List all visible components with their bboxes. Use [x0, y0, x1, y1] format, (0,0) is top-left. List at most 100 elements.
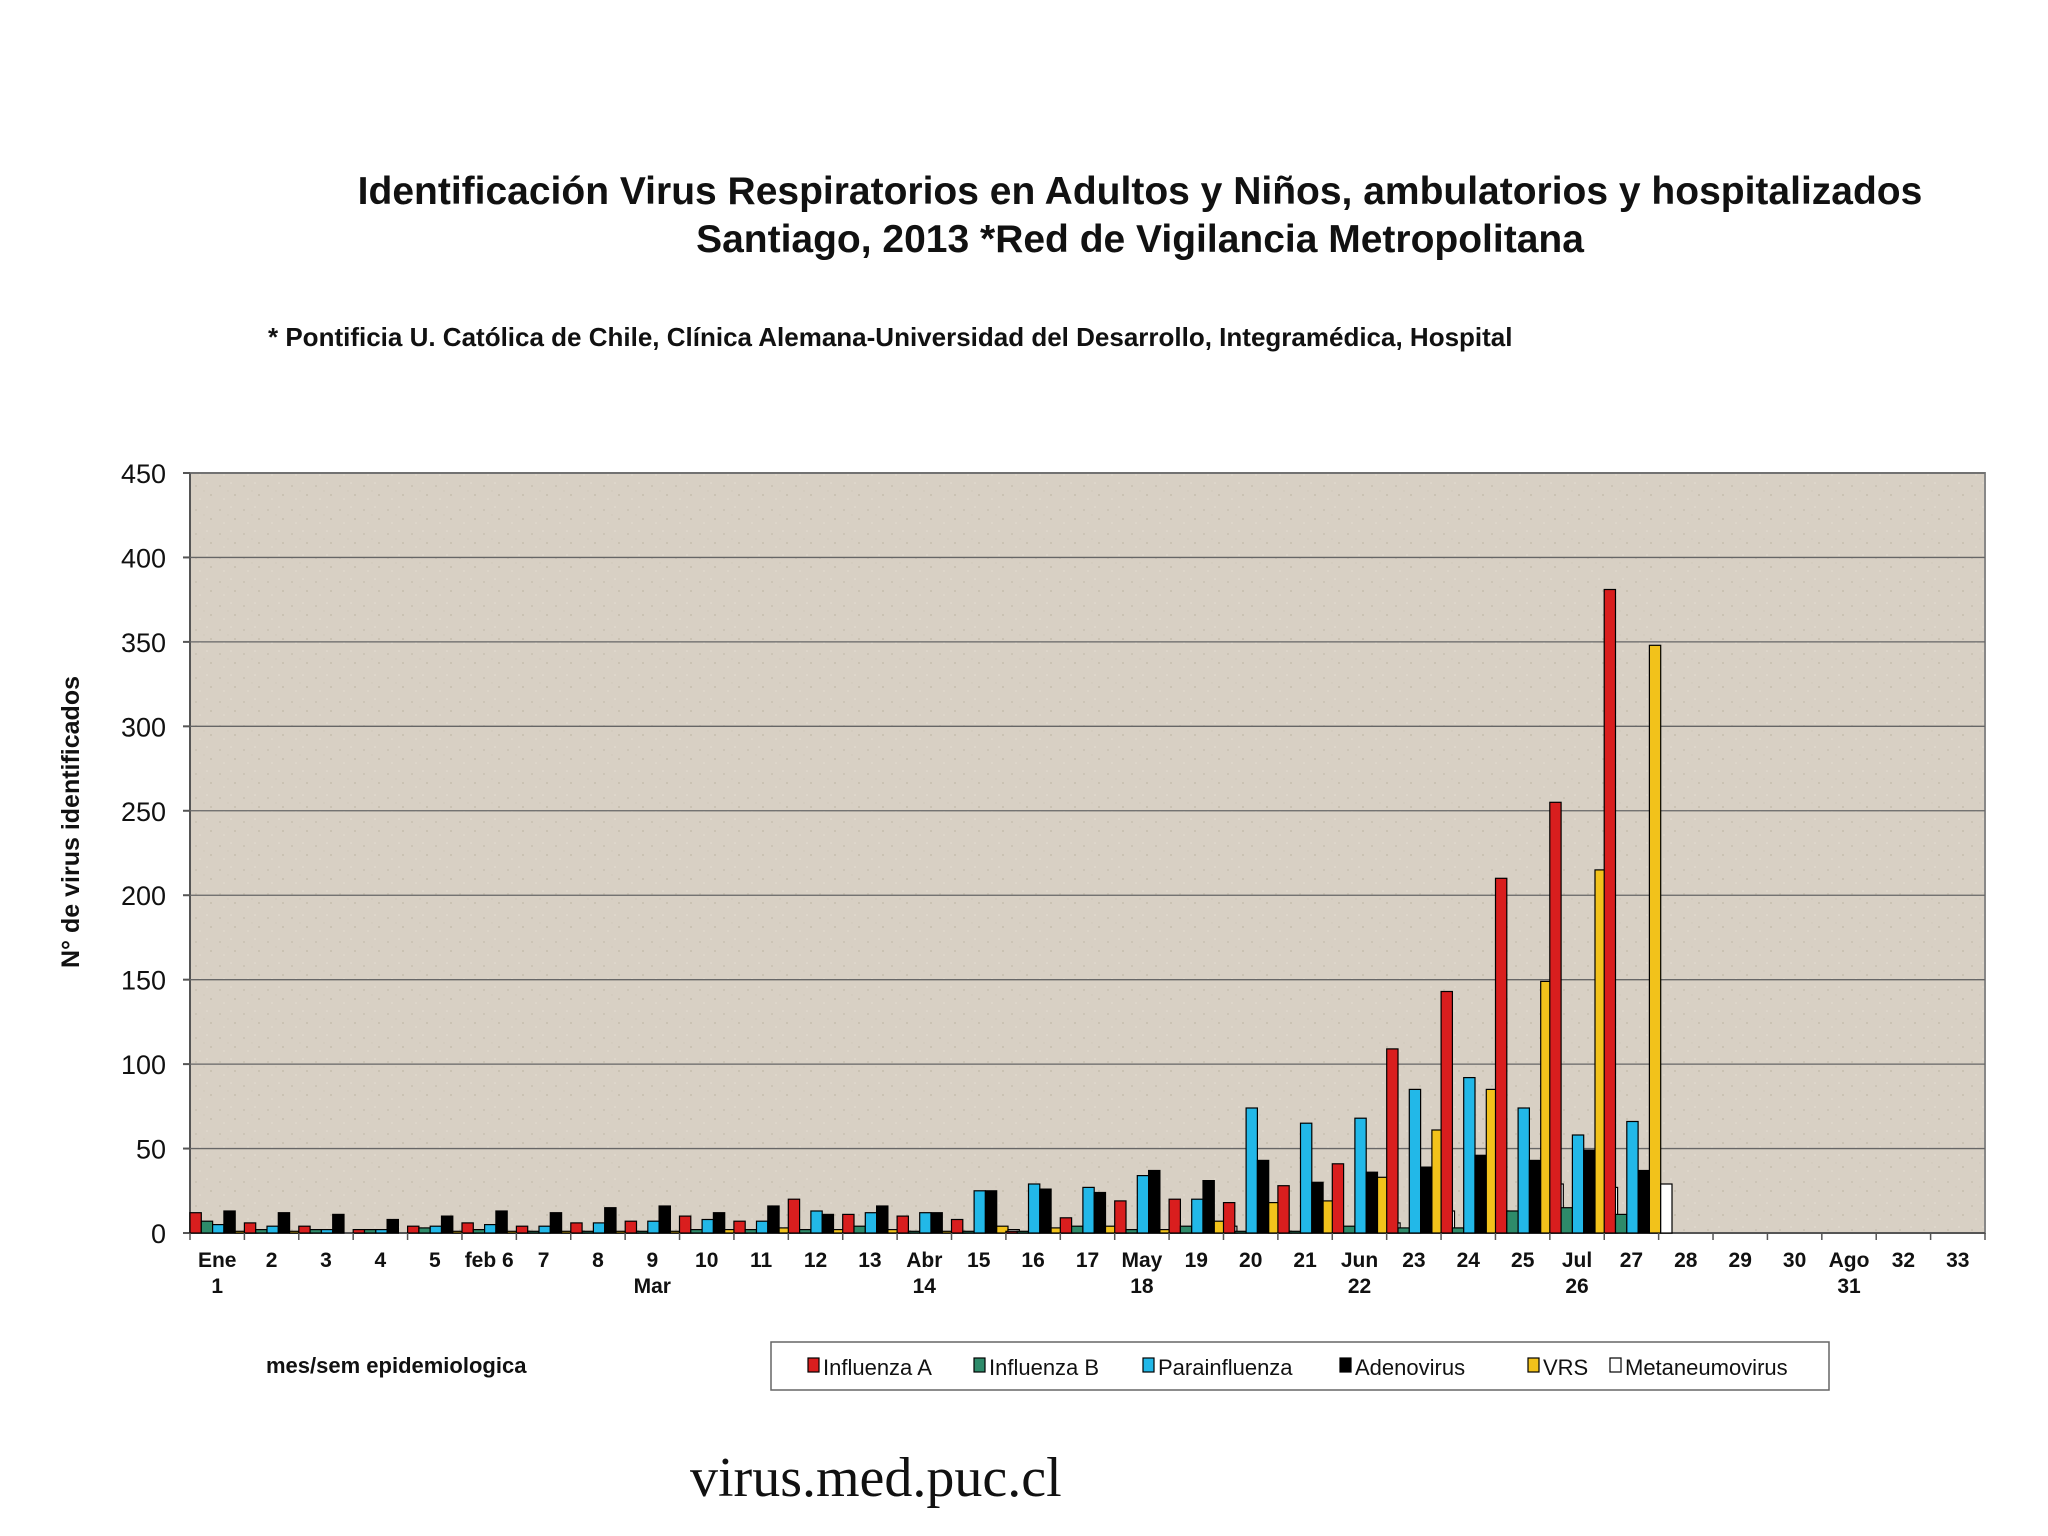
- bar-adenovirus: [604, 1207, 617, 1234]
- x-tick-label: 33: [1946, 1249, 1969, 1272]
- x-tick-label: 12: [804, 1249, 827, 1272]
- x-tick-label: 14: [913, 1275, 937, 1298]
- bar-influenza-a: [1114, 1200, 1127, 1234]
- bar-influenza-a: [1386, 1048, 1399, 1234]
- bar-parainfluenza: [864, 1212, 878, 1234]
- x-tick-label: 5: [429, 1249, 441, 1272]
- x-tick-label: 20: [1239, 1249, 1262, 1272]
- bar-metaneumovirus: [1660, 1183, 1673, 1234]
- bar-adenovirus: [332, 1213, 345, 1234]
- bar-adenovirus: [1256, 1159, 1270, 1234]
- x-tick-label: 11: [750, 1249, 773, 1272]
- bar-adenovirus: [930, 1212, 943, 1234]
- bar-parainfluenza: [919, 1212, 932, 1234]
- bar-influenza-a: [352, 1228, 366, 1234]
- bar-influenza-b: [1560, 1207, 1573, 1234]
- x-tick-label: 28: [1674, 1249, 1698, 1272]
- x-tick-label: 4: [375, 1249, 387, 1272]
- bar-parainfluenza: [592, 1222, 606, 1234]
- bar-parainfluenza: [647, 1220, 660, 1234]
- legend-swatch-metaneumovirus: [1609, 1357, 1622, 1373]
- bar-adenovirus: [277, 1212, 291, 1234]
- bar-parainfluenza: [212, 1223, 225, 1234]
- bar-parainfluenza: [755, 1220, 769, 1234]
- x-tick-label: May: [1121, 1249, 1162, 1272]
- legend-label: Metaneumovirus: [1625, 1355, 1788, 1380]
- bar-adenovirus: [223, 1210, 236, 1234]
- bar-parainfluenza: [1517, 1107, 1530, 1234]
- bar-influenza-a: [1549, 801, 1562, 1234]
- chart-subtitle: * Pontificia U. Católica de Chile, Clíni…: [268, 322, 1513, 352]
- bar-adenovirus: [1637, 1169, 1650, 1234]
- bar-influenza-a: [298, 1225, 311, 1234]
- y-tick-label: 400: [121, 543, 166, 573]
- x-tick-label: 18: [1130, 1275, 1154, 1298]
- bar-adenovirus: [767, 1205, 780, 1234]
- bar-influenza-b: [472, 1228, 486, 1234]
- bar-parainfluenza: [266, 1225, 279, 1234]
- y-tick-label: 250: [121, 797, 166, 827]
- bar-adenovirus: [1583, 1149, 1596, 1234]
- bar-influenza-b: [527, 1230, 540, 1234]
- bar-parainfluenza: [1027, 1183, 1041, 1234]
- x-tick-label: 24: [1457, 1249, 1481, 1272]
- bar-influenza-b: [1451, 1227, 1465, 1234]
- bar-influenza-a: [1440, 990, 1453, 1234]
- bar-influenza-a: [461, 1222, 474, 1234]
- bar-adenovirus: [821, 1213, 835, 1234]
- bar-influenza-b: [798, 1228, 812, 1234]
- x-tick-label: 27: [1620, 1249, 1643, 1272]
- bar-influenza-b: [581, 1230, 594, 1234]
- bar-parainfluenza: [484, 1223, 497, 1234]
- x-tick-label: Jul: [1562, 1249, 1592, 1272]
- bar-influenza-b: [1506, 1210, 1519, 1234]
- bar-influenza-b: [1070, 1225, 1084, 1234]
- bar-influenza-a: [1331, 1163, 1345, 1234]
- bar-adenovirus: [1202, 1179, 1215, 1234]
- bar-adenovirus: [1039, 1188, 1052, 1234]
- x-tick-label: 9: [646, 1249, 658, 1272]
- bar-influenza-a: [950, 1218, 964, 1234]
- bar-influenza-a: [1277, 1185, 1290, 1234]
- bar-influenza-b: [1179, 1225, 1193, 1234]
- bar-parainfluenza: [1463, 1076, 1476, 1234]
- bar-influenza-b: [1016, 1230, 1030, 1234]
- bar-adenovirus: [1311, 1181, 1324, 1234]
- bar-parainfluenza: [1626, 1120, 1639, 1234]
- bar-adenovirus: [658, 1205, 671, 1234]
- bar-influenza-a: [189, 1212, 202, 1234]
- bar-parainfluenza: [1571, 1134, 1585, 1234]
- bar-influenza-a: [243, 1222, 257, 1234]
- bar-influenza-b: [1288, 1230, 1302, 1234]
- x-tick-label: Jun: [1341, 1249, 1378, 1272]
- y-tick-label: 150: [121, 966, 166, 996]
- legend-label: Parainfluenza: [1158, 1355, 1293, 1380]
- bar-influenza-b: [255, 1228, 268, 1234]
- legend-swatch-adenovirus: [1339, 1357, 1352, 1373]
- chart-title-line-1: Identificación Virus Respiratorios en Ad…: [357, 170, 1923, 213]
- legend-label: Adenovirus: [1355, 1355, 1465, 1380]
- y-tick-label: 450: [121, 459, 166, 489]
- bar-influenza-a: [678, 1215, 692, 1234]
- x-tick-label: feb 6: [465, 1249, 514, 1272]
- x-tick-label: 30: [1783, 1249, 1806, 1272]
- bar-adenovirus: [440, 1215, 454, 1234]
- x-tick-label: 21: [1293, 1249, 1317, 1272]
- x-tick-label: 23: [1402, 1249, 1425, 1272]
- bar-influenza-b: [1125, 1228, 1138, 1234]
- bar-influenza-b: [309, 1228, 323, 1234]
- x-tick-label: 13: [858, 1249, 881, 1272]
- bar-influenza-b: [907, 1230, 921, 1234]
- x-tick-label: Ago: [1829, 1249, 1870, 1272]
- x-tick-label: 32: [1892, 1249, 1915, 1272]
- plot-area-background: [189, 472, 1986, 1234]
- x-tick-label: 31: [1837, 1275, 1861, 1298]
- y-tick-label: 50: [136, 1135, 166, 1165]
- legend: Influenza A Influenza B Parainfluenza Adeno…: [770, 1341, 1830, 1391]
- x-tick-label: 2: [266, 1249, 278, 1272]
- bar-influenza-b: [1397, 1227, 1410, 1234]
- y-tick-label: 0: [151, 1219, 166, 1249]
- chart-title-line-2: Santiago, 2013 *Red de Vigilancia Metrop…: [696, 218, 1584, 261]
- bar-adenovirus: [1474, 1154, 1487, 1234]
- x-tick-label: 10: [695, 1249, 718, 1272]
